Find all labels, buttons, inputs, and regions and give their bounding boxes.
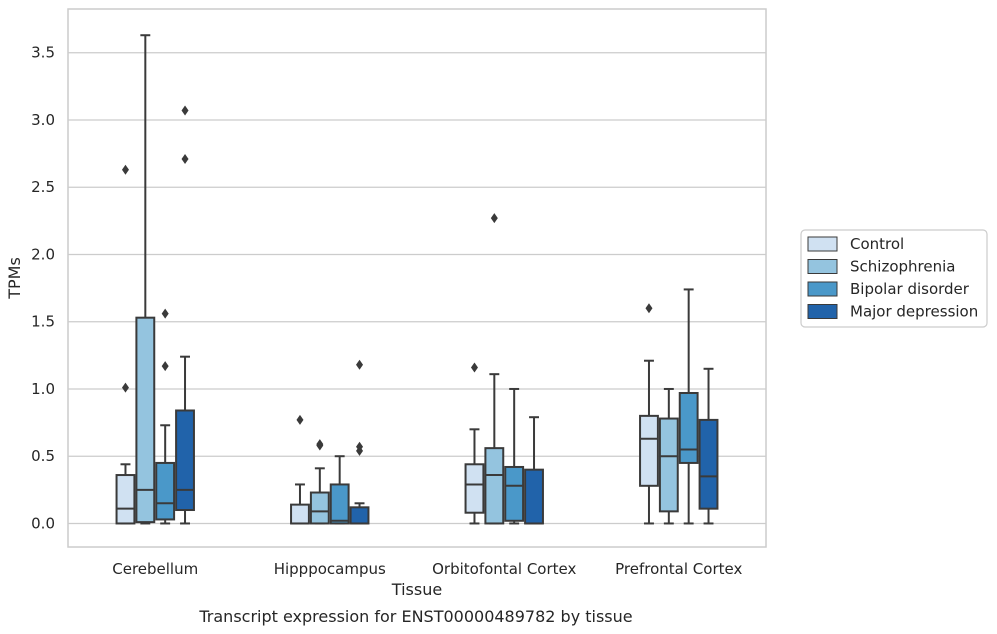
y-tick-label: 3.5 [31, 44, 55, 62]
outlier-point [490, 213, 498, 224]
x-tick-label: Hipppocampus [274, 560, 386, 578]
outlier-point [181, 153, 189, 164]
outlier-point [121, 382, 129, 393]
outlier-point [161, 361, 169, 372]
x-axis-label: Tissue [391, 580, 442, 599]
outlier-point [316, 439, 324, 450]
outlier-point [356, 441, 364, 452]
y-tick-label: 2.0 [31, 245, 55, 263]
box-groups [115, 34, 719, 525]
y-axis-label: TPMs [5, 257, 24, 300]
outlier-point [645, 303, 653, 314]
box-iqr [290, 503, 310, 525]
box-iqr [484, 447, 505, 525]
box-iqr [639, 414, 659, 487]
y-tick-label: 3.0 [31, 111, 55, 129]
plot-area-frame [67, 8, 767, 548]
y-tick-label: 0.0 [31, 514, 55, 532]
x-tick-labels: Cerebellum Hipppocampus Orbitofontal Corte… [112, 560, 742, 578]
legend: Control Schizophrenia Bipolar disorder Majo… [800, 229, 988, 328]
chart-title: Transcript expression for ENST0000048978… [198, 607, 632, 626]
legend-label: Bipolar disorder [850, 280, 970, 298]
box-bipolar-disorder [155, 308, 176, 525]
box-major-depression [524, 416, 544, 525]
outlier-point [470, 362, 478, 373]
outlier-point [356, 359, 364, 370]
box-iqr [115, 474, 136, 525]
box-iqr [175, 409, 195, 512]
legend-frame [800, 229, 988, 328]
legend-label: Major depression [850, 303, 978, 321]
box-schizophrenia [658, 387, 679, 525]
box-control [639, 303, 659, 525]
box-bipolar-disorder [329, 455, 350, 525]
legend-label: Control [850, 235, 904, 253]
box-iqr [524, 468, 544, 525]
x-tick-label: Cerebellum [112, 560, 198, 578]
box-iqr [329, 483, 350, 525]
box-control [290, 414, 310, 525]
box-major-depression [698, 367, 719, 525]
y-tick-labels: 0.0 0.5 1.0 1.5 2.0 2.5 3.0 3.5 [31, 44, 55, 533]
box-bipolar-disorder [504, 387, 525, 525]
outlier-point [181, 105, 189, 116]
box-iqr [155, 461, 176, 521]
box-iqr [464, 463, 485, 514]
x-tick-label: Orbitofontal Cortex [432, 560, 576, 578]
y-tick-label: 0.5 [31, 447, 55, 465]
legend-label: Schizophrenia [850, 258, 955, 276]
legend-swatch [807, 281, 838, 297]
box-major-depression [349, 359, 370, 525]
y-tick-label: 1.5 [31, 313, 55, 331]
box-iqr [135, 316, 156, 524]
box-control [464, 362, 485, 525]
box-iqr [698, 418, 719, 510]
box-schizophrenia [135, 34, 156, 525]
x-tick-label: Prefrontal Cortex [615, 560, 742, 578]
box-iqr [678, 391, 699, 464]
outlier-point [121, 164, 129, 175]
box-control [115, 164, 136, 525]
y-tick-label: 2.5 [31, 178, 55, 196]
y-tick-label: 1.0 [31, 380, 55, 398]
box-bipolar-disorder [678, 288, 699, 525]
box-schizophrenia [309, 439, 330, 525]
outlier-point [296, 414, 304, 425]
legend-swatch [807, 259, 838, 274]
box-iqr [658, 417, 679, 513]
box-schizophrenia [484, 213, 505, 525]
box-iqr [349, 506, 370, 525]
outlier-point [161, 308, 169, 319]
box-major-depression [175, 105, 195, 525]
legend-swatch [807, 236, 838, 252]
legend-swatch [807, 304, 838, 319]
box-iqr [309, 491, 330, 525]
box-iqr [504, 465, 525, 522]
